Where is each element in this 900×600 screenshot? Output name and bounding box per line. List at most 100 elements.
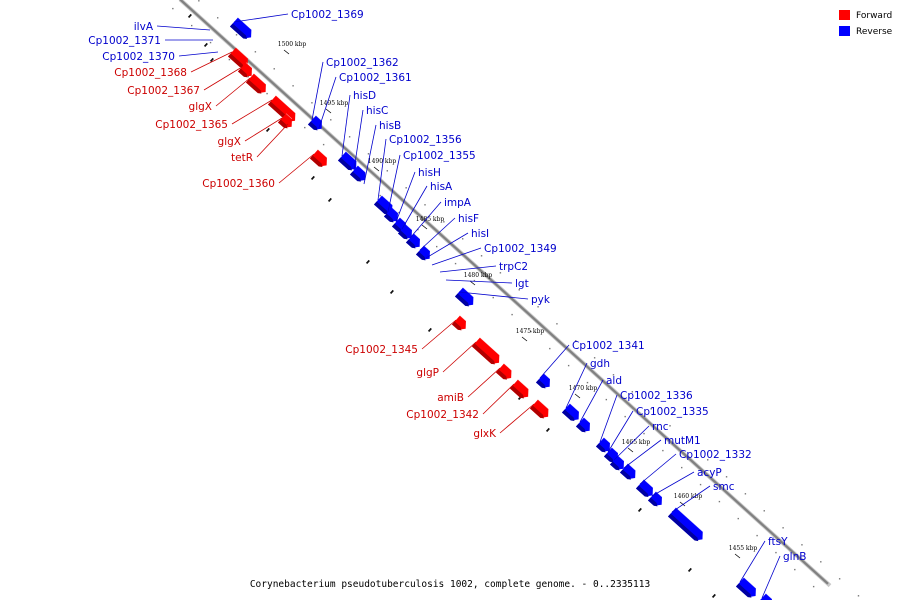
gene-label[interactable]: glgX: [218, 136, 241, 148]
gene-block[interactable]: [309, 149, 331, 170]
gene-label[interactable]: hisD: [353, 90, 376, 102]
gene-label[interactable]: trpC2: [499, 261, 528, 273]
legend-item-reverse[interactable]: Reverse: [839, 26, 893, 37]
gene-label[interactable]: impA: [444, 197, 472, 209]
gene-block[interactable]: [405, 233, 424, 252]
gene-label[interactable]: Cp1002_1369: [291, 9, 364, 21]
gene-block[interactable]: [415, 245, 434, 264]
gene-block[interactable]: [277, 113, 296, 132]
gene-leader-line: [421, 319, 457, 350]
gene-block[interactable]: [245, 73, 270, 97]
gene-block[interactable]: [647, 491, 666, 510]
genome-backbone: [179, 0, 829, 585]
gene-label[interactable]: Cp1002_1336: [620, 390, 693, 402]
gene-block[interactable]: [667, 507, 706, 544]
gene-leader-line: [353, 109, 364, 171]
track-dot-left: [549, 347, 551, 350]
gene-block[interactable]: [383, 207, 402, 226]
gene-label[interactable]: Cp1002_1332: [679, 449, 752, 461]
gene-block[interactable]: [349, 165, 369, 185]
gene-label[interactable]: pyk: [531, 294, 551, 306]
gene-label[interactable]: smc: [713, 481, 735, 493]
gene-label[interactable]: acyP: [697, 467, 722, 479]
gene-label[interactable]: Cp1002_1342: [406, 409, 479, 421]
track-dot-left: [172, 7, 174, 10]
gene-label[interactable]: Cp1002_1349: [484, 243, 557, 255]
gene-block[interactable]: [735, 577, 760, 600]
track-dot-right: [763, 510, 765, 512]
gene-label[interactable]: hisH: [418, 167, 441, 179]
gene-block[interactable]: [307, 115, 326, 134]
gene-block[interactable]: [451, 315, 470, 334]
gene-leader-line: [419, 217, 456, 251]
gene-block[interactable]: [529, 399, 552, 422]
gene-block-body: [373, 195, 393, 214]
gene-label[interactable]: amiB: [437, 392, 464, 404]
gene-label[interactable]: Cp1002_1362: [326, 57, 399, 69]
gene-block[interactable]: [609, 455, 628, 474]
gene-label[interactable]: glgX: [189, 101, 212, 113]
gene-label[interactable]: ald: [606, 375, 622, 387]
gene-block[interactable]: [337, 151, 360, 174]
gene-label[interactable]: tetR: [231, 152, 253, 164]
track-dot-right: [254, 51, 257, 53]
gene-block[interactable]: [603, 447, 622, 466]
gene-leader-line: [442, 341, 477, 373]
gene-leader-line: [467, 367, 501, 398]
gene-leader-line: [363, 124, 377, 185]
gene-label[interactable]: Cp1002_1356: [389, 134, 462, 146]
track-dot-left: [699, 483, 702, 486]
gene-block[interactable]: [619, 463, 639, 483]
gene-label[interactable]: Cp1002_1365: [155, 119, 228, 131]
gene-block[interactable]: [471, 337, 503, 368]
gene-label[interactable]: glnB: [783, 551, 806, 563]
gene-label[interactable]: Cp1002_1355: [403, 150, 476, 162]
gene-label[interactable]: Cp1002_1361: [339, 72, 412, 84]
gene-label[interactable]: glgP: [416, 367, 439, 379]
gene-label[interactable]: hisI: [471, 228, 489, 240]
gene-label[interactable]: mutM1: [664, 435, 701, 447]
gene-block[interactable]: [227, 47, 252, 71]
gene-label[interactable]: Cp1002_1345: [345, 344, 418, 356]
gene-block-body: [667, 507, 703, 541]
gene-label[interactable]: hisC: [366, 105, 388, 117]
gene-label[interactable]: hisB: [379, 120, 401, 132]
gene-block[interactable]: [575, 417, 594, 436]
gene-label[interactable]: lgt: [515, 278, 529, 290]
gene-label[interactable]: Cp1002_1360: [202, 178, 275, 190]
gene-label[interactable]: hisA: [430, 181, 453, 193]
gene-block[interactable]: [397, 224, 416, 243]
gene-label[interactable]: Cp1002_1368: [114, 67, 187, 79]
gene-label[interactable]: ftsY: [768, 536, 788, 548]
scale-tick-label: 1455 kbp: [729, 545, 758, 552]
gene-label[interactable]: Cp1002_1370: [102, 51, 175, 63]
gene-label[interactable]: gdh: [590, 358, 610, 370]
gene-label[interactable]: Cp1002_1335: [636, 406, 709, 418]
gene-label[interactable]: ilvA: [134, 21, 154, 33]
backbone-layer: [178, 0, 832, 588]
gene-label[interactable]: Cp1002_1371: [88, 35, 161, 47]
gene-block[interactable]: [595, 437, 614, 456]
gene-block[interactable]: [757, 593, 776, 600]
gene-block[interactable]: [454, 287, 477, 310]
track-dash: [327, 197, 332, 203]
gene-label[interactable]: Cp1002_1341: [572, 340, 645, 352]
track-dot-left: [511, 313, 513, 316]
gene-block-shade: [603, 453, 614, 463]
gene-block[interactable]: [509, 379, 532, 402]
track-dot-right: [405, 187, 407, 189]
gene-block[interactable]: [495, 363, 515, 383]
gene-block[interactable]: [229, 17, 255, 42]
gene-label[interactable]: Cp1002_1367: [127, 85, 200, 97]
gene-label[interactable]: rnc: [652, 421, 669, 433]
gene-block-shade: [309, 155, 323, 168]
gene-label[interactable]: glxK: [473, 428, 497, 440]
gene-block[interactable]: [561, 403, 583, 424]
gene-label[interactable]: hisF: [458, 213, 479, 225]
gene-block[interactable]: [237, 62, 256, 81]
gene-block[interactable]: [535, 373, 554, 392]
legend-item-forward[interactable]: Forward: [839, 10, 892, 21]
gene-leader-line: [499, 403, 535, 434]
gene-block[interactable]: [373, 195, 396, 218]
